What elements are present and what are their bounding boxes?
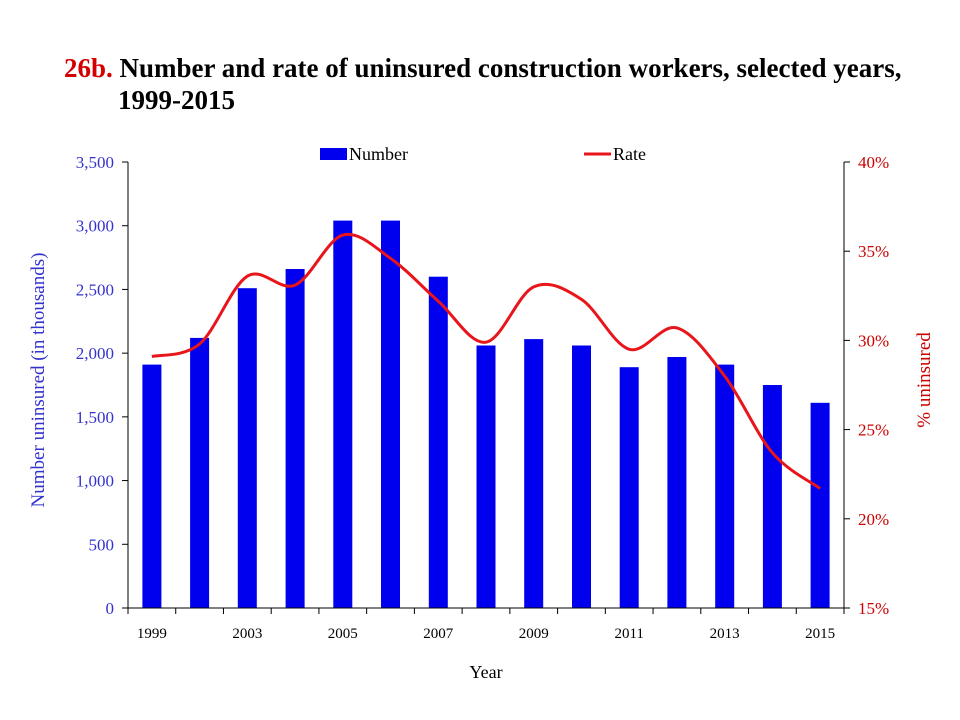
bar-2013: [715, 364, 735, 608]
x-tick-label-2007: 2007: [423, 626, 454, 642]
y2-tick-label: 40%: [858, 153, 889, 172]
chart-title-line2: 1999-2015: [118, 85, 235, 115]
y2-tick-label: 25%: [858, 421, 889, 440]
tick-labels: 0 500 1,000 1,500 2,000 2,500 3,000 3,500 15% 20%…: [76, 153, 889, 642]
y-tick-label: 0: [106, 599, 115, 618]
x-tick-label-2009: 2009: [519, 626, 549, 642]
axes: [122, 161, 850, 614]
rate-line: [151, 232, 822, 490]
x-tick-label-2011: 2011: [614, 626, 643, 642]
x-axis-label: Year: [469, 662, 502, 682]
x-tick-label-1999: 1999: [137, 626, 167, 642]
bar-series: [142, 220, 830, 608]
y-axis-label: Number uninsured (in thousands): [28, 253, 49, 508]
bar-2012: [667, 357, 687, 608]
y2-axis-label: % uninsured: [914, 332, 935, 428]
y-tick-label: 1,500: [76, 408, 114, 427]
y2-tick-label: 30%: [858, 331, 889, 350]
bar-2006: [381, 220, 400, 608]
y-tick-label: 500: [89, 535, 115, 554]
bar-2004: [285, 269, 305, 608]
chart-title-line1: Number and rate of uninsured constructio…: [119, 53, 902, 83]
y2-tick-label: 35%: [858, 242, 889, 261]
bar-2009: [524, 339, 544, 608]
chart-title-number: 26b.: [64, 53, 113, 83]
y2-tick-label: 15%: [858, 599, 889, 618]
bar-2008: [476, 345, 496, 608]
legend: Number Rate: [320, 144, 646, 164]
x-tick-label-2005: 2005: [328, 626, 358, 642]
y2-tick-label: 20%: [858, 510, 889, 529]
legend-rate-label: Rate: [613, 144, 646, 164]
y-tick-label: 2,500: [76, 280, 114, 299]
x-tick-label-2015: 2015: [805, 626, 835, 642]
y-tick-label: 3,000: [76, 217, 114, 236]
bar-2005: [333, 220, 353, 608]
y-tick-label: 2,000: [76, 344, 114, 363]
bar-2003: [237, 288, 257, 608]
bar-1999: [142, 364, 162, 608]
y-tick-label: 1,000: [76, 472, 114, 491]
bar-2011: [619, 367, 639, 608]
x-tick-label-2013: 2013: [710, 626, 740, 642]
y-tick-label: 3,500: [76, 153, 114, 172]
chart-title: 26b. Number and rate of uninsured constr…: [64, 52, 944, 116]
bar-2014: [762, 385, 782, 608]
bar-2015: [810, 402, 830, 608]
bar-2000: [190, 337, 210, 608]
x-tick-label-2003: 2003: [232, 626, 262, 642]
legend-number-swatch: [320, 148, 347, 160]
bar-2010: [572, 345, 591, 608]
legend-number-label: Number: [349, 144, 408, 164]
bar-2007: [428, 276, 448, 608]
